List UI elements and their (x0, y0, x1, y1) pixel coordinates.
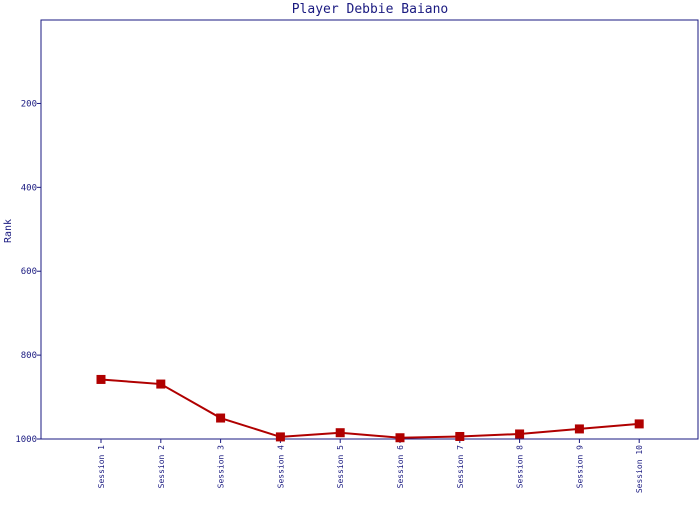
x-category-label: Session 3 (217, 445, 226, 489)
y-tick-label: 1000 (15, 435, 37, 445)
data-point-marker (455, 431, 465, 441)
data-point-marker (395, 433, 405, 443)
y-tick-label: 400 (21, 183, 37, 193)
x-axis-ticks: Session 1 Session 2 Session 3 Session 4 Sess… (97, 439, 644, 493)
data-point-marker (574, 424, 584, 434)
data-point-marker (335, 428, 345, 438)
y-tick-label: 200 (21, 99, 37, 109)
data-point-marker (634, 419, 644, 429)
y-axis-ticks: 200 400 600 800 1000 (15, 99, 41, 445)
plot-area-frame (40, 19, 699, 440)
x-category-label: Session 10 (635, 445, 644, 493)
series-line (100, 378, 640, 439)
y-axis-title: Rank (3, 219, 14, 243)
y-tick-label: 600 (21, 267, 37, 277)
x-category-label: Session 9 (575, 445, 584, 489)
x-category-label: Session 6 (396, 445, 405, 489)
x-category-label: Session 7 (456, 445, 465, 489)
data-point-marker (275, 432, 285, 442)
series-layer (96, 374, 644, 443)
data-point-marker (216, 413, 226, 423)
x-category-label: Session 5 (336, 445, 345, 489)
x-category-label: Session 8 (516, 445, 525, 489)
data-point-marker (156, 379, 166, 389)
x-category-label: Session 4 (276, 445, 285, 489)
data-point-marker (96, 374, 106, 384)
chart-title: Player Debbie Baiano (292, 2, 449, 17)
x-category-label: Session 2 (157, 445, 166, 489)
y-tick-label: 800 (21, 351, 37, 361)
data-point-marker (515, 429, 525, 439)
x-category-label: Session 1 (97, 445, 106, 489)
